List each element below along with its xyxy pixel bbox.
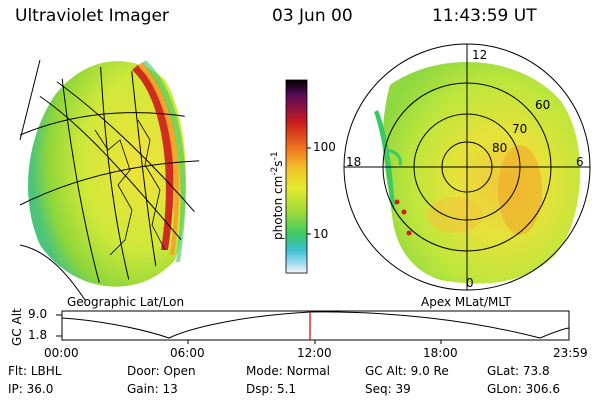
altitude-xtick-3: 18:00 xyxy=(423,346,458,360)
time-label: 11:43:59 UT xyxy=(432,6,537,26)
colorbar xyxy=(285,79,308,274)
info-value: 306.6 xyxy=(525,382,560,396)
info-label: Mode: xyxy=(246,364,283,378)
geographic-image xyxy=(19,59,200,301)
mlat-label-70: 70 xyxy=(512,122,528,136)
info-ip: IP: 36.0 xyxy=(8,382,53,396)
mlat-label-60: 60 xyxy=(535,98,551,112)
altitude-plot xyxy=(56,310,570,344)
altitude-ylabel: GC Alt xyxy=(10,308,24,346)
info-value: Open xyxy=(163,364,196,378)
altitude-xtick-1: 06:00 xyxy=(170,346,205,360)
colorbar-label-10: 10 xyxy=(313,227,329,241)
unit-sup-1: -2 xyxy=(270,166,280,176)
altitude-xtick-4: 23:59 xyxy=(553,346,588,360)
mlt-label-18: 18 xyxy=(346,155,362,169)
altitude-ytick-9: 9.0 xyxy=(28,307,48,321)
instrument-title: Ultraviolet Imager xyxy=(15,6,169,26)
polar-grid xyxy=(343,43,591,291)
info-gain: Gain: 13 xyxy=(127,382,178,396)
info-value: 5.1 xyxy=(276,382,297,396)
mlt-label-6: 6 xyxy=(576,155,584,169)
info-flt: Flt: LBHL xyxy=(8,364,61,378)
altitude-ytick-1-8: 1.8 xyxy=(28,328,48,342)
info-label: Gain: xyxy=(127,382,159,396)
info-seq: Seq: 39 xyxy=(365,382,411,396)
info-glon: GLon: 306.6 xyxy=(487,382,560,396)
info-label: GLon: xyxy=(487,382,522,396)
info-value: LBHL xyxy=(30,364,62,378)
polar-image xyxy=(374,62,581,284)
info-label: Door: xyxy=(127,364,160,378)
mlt-label-12: 12 xyxy=(472,48,488,62)
info-value: 36.0 xyxy=(26,382,54,396)
unit-sup-2: -1 xyxy=(270,151,280,161)
unit-mid: s xyxy=(271,160,285,167)
info-glat: GLat: 73.8 xyxy=(487,364,550,378)
info-mode: Mode: Normal xyxy=(246,364,330,378)
info-label: GLat: xyxy=(487,364,520,378)
colorbar-unit-label: photon cm-2s-1 xyxy=(270,151,285,240)
right-panel-label: Apex MLat/MLT xyxy=(421,295,511,309)
info-label: Flt: xyxy=(8,364,27,378)
mlt-label-0: 0 xyxy=(466,276,474,290)
mlat-label-80: 80 xyxy=(492,141,508,155)
left-panel-label: Geographic Lat/Lon xyxy=(67,295,185,309)
date-label: 03 Jun 00 xyxy=(272,6,353,26)
info-value: 13 xyxy=(162,382,178,396)
info-label: IP: xyxy=(8,382,23,396)
info-dsp: Dsp: 5.1 xyxy=(246,382,296,396)
colorbar-label-100: 100 xyxy=(313,140,336,154)
info-door: Door: Open xyxy=(127,364,196,378)
info-label: Seq: xyxy=(365,382,392,396)
altitude-xtick-0: 00:00 xyxy=(44,346,79,360)
info-value: 73.8 xyxy=(522,364,550,378)
info-label: GC Alt: xyxy=(365,364,407,378)
info-gc-alt: GC Alt: 9.0 Re xyxy=(365,364,449,378)
altitude-xtick-2: 12:00 xyxy=(297,346,332,360)
info-value: 39 xyxy=(395,382,411,396)
info-label: Dsp: xyxy=(246,382,274,396)
info-value: 9.0 Re xyxy=(410,364,449,378)
info-value: Normal xyxy=(286,364,330,378)
unit-text: photon cm xyxy=(271,175,285,240)
